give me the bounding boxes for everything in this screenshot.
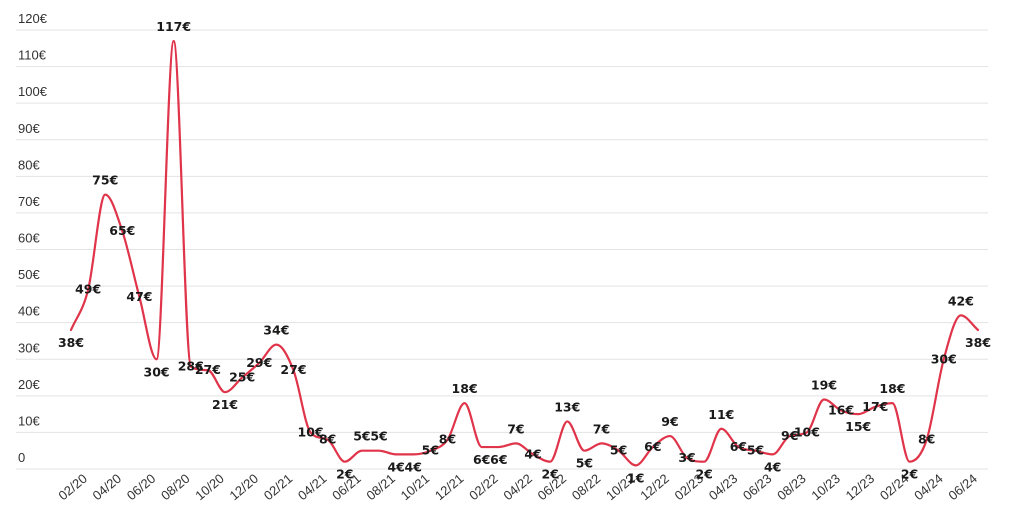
data-labels: 38€49€75€65€47€30€117€28€27€21€25€29€34€… <box>58 19 991 485</box>
data-label: 5€ <box>353 429 370 444</box>
data-label: 6€ <box>473 452 490 467</box>
x-tick-label: 04/20 <box>90 471 125 503</box>
data-label: 10€ <box>298 424 324 439</box>
data-label: 19€ <box>811 377 837 392</box>
y-tick-label: 120€ <box>18 11 48 26</box>
y-tick-label: 80€ <box>18 157 40 172</box>
x-tick-label: 06/20 <box>124 471 159 503</box>
data-label: 42€ <box>948 293 974 308</box>
x-tick-label: 12/23 <box>843 471 878 503</box>
data-label: 28€ <box>178 359 204 374</box>
x-tick-label: 08/23 <box>774 471 809 503</box>
y-tick-label: 40€ <box>18 304 40 319</box>
x-tick-label: 12/21 <box>432 471 467 503</box>
data-label: 29€ <box>246 355 272 370</box>
data-label: 8€ <box>319 432 336 447</box>
data-label: 5€ <box>422 443 439 458</box>
data-label: 2€ <box>336 467 353 482</box>
data-label: 6€ <box>644 439 661 454</box>
data-label: 6€ <box>490 452 507 467</box>
x-tick-label: 10/21 <box>398 471 433 503</box>
data-label: 2€ <box>695 467 712 482</box>
data-label: 30€ <box>144 364 170 379</box>
data-label: 9€ <box>781 428 798 443</box>
y-tick-label: 60€ <box>18 231 40 246</box>
data-label: 21€ <box>212 397 238 412</box>
data-label: 38€ <box>58 335 84 350</box>
data-label: 49€ <box>75 282 101 297</box>
data-label: 34€ <box>263 323 289 338</box>
x-tick-label: 02/22 <box>466 471 501 503</box>
data-label: 8€ <box>918 432 935 447</box>
data-label: 4€ <box>405 459 422 474</box>
data-label: 27€ <box>280 362 306 377</box>
data-label: 15€ <box>845 419 871 434</box>
data-label: 10€ <box>794 424 820 439</box>
data-label: 65€ <box>109 223 135 238</box>
x-tick-label: 10/20 <box>192 471 227 503</box>
y-axis-ticks: 0 10€ 20€ 30€ 40€ 50€ 60€ 70€ 80€ 90€ 100€ 110€ 120€ <box>18 11 48 465</box>
data-label: 11€ <box>708 407 734 422</box>
data-label: 7€ <box>593 421 610 436</box>
data-label: 5€ <box>747 443 764 458</box>
y-tick-label: 90€ <box>18 121 40 136</box>
y-tick-label: 110€ <box>18 48 47 63</box>
x-tick-label: 08/21 <box>363 471 398 503</box>
data-label: 16€ <box>828 402 854 417</box>
data-label: 8€ <box>439 432 456 447</box>
y-tick-label: 30€ <box>18 340 40 355</box>
data-label: 17€ <box>862 399 888 414</box>
data-label: 13€ <box>554 399 580 414</box>
data-label: 3€ <box>678 450 695 465</box>
data-label: 30€ <box>931 351 957 366</box>
data-label: 1€ <box>627 470 644 485</box>
data-label: 25€ <box>229 370 255 385</box>
x-tick-label: 08/20 <box>158 471 193 503</box>
data-label: 38€ <box>965 335 991 350</box>
y-tick-label: 50€ <box>18 267 40 282</box>
data-label: 2€ <box>541 467 558 482</box>
data-label: 4€ <box>387 459 404 474</box>
data-label: 75€ <box>92 173 118 188</box>
data-label: 4€ <box>524 446 541 461</box>
price-series-line <box>69 39 980 467</box>
data-label: 7€ <box>507 421 524 436</box>
x-axis-ticks: 02/20 04/20 06/20 08/20 10/20 12/20 02/21 04/21… <box>55 471 980 503</box>
x-tick-label: 02/21 <box>261 471 296 503</box>
data-label: 6€ <box>730 439 747 454</box>
y-tick-label: 0 <box>18 450 25 465</box>
data-label: 18€ <box>879 381 905 396</box>
data-label: 18€ <box>452 381 478 396</box>
x-tick-label: 04/21 <box>295 471 330 503</box>
x-tick-label: 02/20 <box>55 471 90 503</box>
x-tick-label: 04/22 <box>500 471 535 503</box>
y-tick-label: 20€ <box>18 377 40 392</box>
x-tick-label: 06/23 <box>740 471 775 503</box>
data-label: 5€ <box>610 443 627 458</box>
data-label: 9€ <box>661 414 678 429</box>
x-tick-label: 12/20 <box>227 471 262 503</box>
data-label: 117€ <box>156 19 191 34</box>
y-tick-label: 70€ <box>18 194 40 209</box>
data-label: 4€ <box>764 459 781 474</box>
x-tick-label: 08/22 <box>569 471 604 503</box>
y-tick-label: 10€ <box>18 413 40 428</box>
y-tick-label: 100€ <box>18 84 48 99</box>
x-tick-label: 10/23 <box>808 471 843 503</box>
data-label: 2€ <box>901 467 918 482</box>
data-label: 5€ <box>370 429 387 444</box>
x-tick-label: 06/24 <box>945 471 980 503</box>
data-label: 5€ <box>576 456 593 471</box>
data-label: 27€ <box>195 362 221 377</box>
data-label: 47€ <box>126 289 152 304</box>
